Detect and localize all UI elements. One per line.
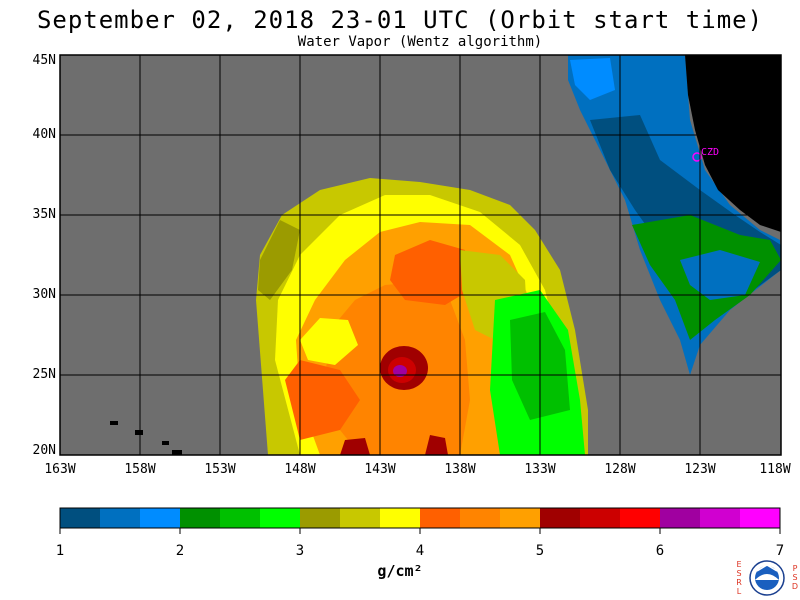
colorbar-tick-4: 4 bbox=[415, 543, 425, 559]
colorbar bbox=[59, 507, 781, 534]
hawaiian-islands bbox=[110, 421, 182, 455]
station-label: CZD bbox=[701, 147, 719, 158]
colorbar-segment bbox=[180, 508, 221, 528]
colorbar-segment bbox=[700, 508, 741, 528]
colorbar-tick-5: 5 bbox=[535, 543, 545, 559]
lon-label-133w: 133W bbox=[524, 462, 556, 477]
colorbar-segment bbox=[220, 508, 261, 528]
land-mass bbox=[685, 55, 781, 232]
lon-label-118w: 118W bbox=[759, 462, 791, 477]
lat-label-25n: 25N bbox=[32, 367, 56, 382]
lat-label-40n: 40N bbox=[32, 127, 56, 142]
colorbar-unit: g/cm² bbox=[377, 562, 423, 580]
colorbar-segment bbox=[620, 508, 661, 528]
lon-label-143w: 143W bbox=[364, 462, 396, 477]
lat-label-45n: 45N bbox=[32, 53, 56, 68]
colorbar-segment bbox=[500, 508, 541, 528]
colorbar-segment bbox=[420, 508, 461, 528]
lon-label-138w: 138W bbox=[444, 462, 476, 477]
lat-label-20n: 20N bbox=[32, 443, 56, 458]
colorbar-tick-3: 3 bbox=[295, 543, 305, 559]
lon-label-153w: 153W bbox=[204, 462, 236, 477]
colorbar-segment bbox=[300, 508, 341, 528]
colorbar-tick-2: 2 bbox=[175, 543, 185, 559]
map-frame bbox=[59, 54, 782, 456]
colorbar-segment bbox=[580, 508, 621, 528]
colorbar-segment bbox=[140, 508, 181, 528]
colorbar-segment bbox=[340, 508, 381, 528]
swath-west bbox=[256, 178, 588, 455]
colorbar-segment bbox=[60, 508, 101, 528]
station-marker-czd: CZD bbox=[692, 147, 719, 162]
lon-label-148w: 148W bbox=[284, 462, 316, 477]
colorbar-segment bbox=[740, 508, 781, 528]
lon-label-123w: 123W bbox=[684, 462, 716, 477]
graticule bbox=[60, 55, 781, 455]
page-subtitle: Water Vapor (Wentz algorithm) bbox=[297, 34, 543, 50]
colorbar-segment bbox=[660, 508, 701, 528]
noaa-seal-icon bbox=[749, 560, 785, 596]
colorbar-segment bbox=[460, 508, 501, 528]
colorbar-tick-1: 1 bbox=[55, 543, 65, 559]
lon-label-128w: 128W bbox=[604, 462, 636, 477]
lat-label-30n: 30N bbox=[32, 287, 56, 302]
colorbar-segment bbox=[100, 508, 141, 528]
lat-label-35n: 35N bbox=[32, 207, 56, 222]
colorbar-segment bbox=[540, 508, 581, 528]
colorbar-segment bbox=[380, 508, 421, 528]
colorbar-segment bbox=[260, 508, 301, 528]
page-title: September 02, 2018 23-01 UTC (Orbit star… bbox=[36, 6, 764, 34]
lon-label-163w: 163W bbox=[44, 462, 76, 477]
colorbar-tick-7: 7 bbox=[775, 543, 785, 559]
colorbar-tick-6: 6 bbox=[655, 543, 665, 559]
lon-label-158w: 158W bbox=[124, 462, 156, 477]
